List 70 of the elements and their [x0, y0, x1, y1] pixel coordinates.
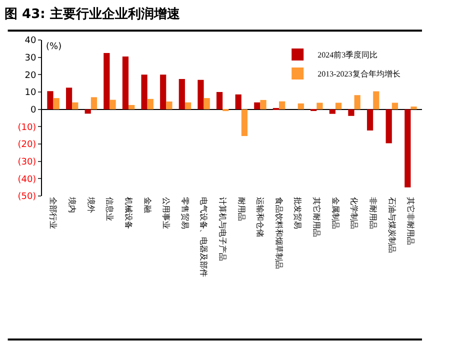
- x-tick-label: 耐用品: [236, 197, 246, 221]
- y-tick-label: (50): [18, 192, 36, 202]
- x-tick-label: 其它非耐用品: [406, 197, 416, 245]
- bar: [241, 109, 248, 136]
- bar: [53, 98, 60, 110]
- y-tick-label: (10): [18, 122, 36, 133]
- bar: [235, 94, 242, 110]
- y-tick-label: (20): [18, 140, 36, 150]
- x-tick-label: 境外: [86, 196, 96, 213]
- bar: [104, 53, 110, 110]
- bar: [316, 102, 323, 110]
- bar: [90, 97, 98, 110]
- x-tick-label: 批发贸易: [293, 197, 302, 229]
- bar: [72, 102, 78, 110]
- bar: [254, 102, 260, 110]
- x-tick-label: 石油与煤炭制品: [387, 197, 396, 253]
- bar: [373, 91, 380, 110]
- bar: [47, 91, 54, 110]
- y-tick-label: 20: [24, 70, 36, 81]
- bar: [184, 102, 192, 110]
- bar: [348, 109, 354, 116]
- bar: [178, 79, 185, 110]
- bar: [404, 109, 411, 188]
- bar: [279, 101, 286, 110]
- bar: [110, 100, 116, 110]
- bar: [160, 74, 166, 110]
- bar: [216, 92, 223, 110]
- annotation: (%): [46, 42, 62, 52]
- x-tick-label: 境内: [68, 196, 76, 213]
- bar: [298, 103, 304, 110]
- legend-label: 2024前3季度同比: [318, 50, 378, 60]
- y-tick-label: (40): [18, 174, 36, 185]
- x-tick-label: 电气设备、电器及部件: [199, 197, 208, 277]
- x-tick-label: 公用事业: [162, 197, 171, 229]
- x-tick-label: 其它耐用品: [312, 197, 322, 237]
- bar: [66, 88, 72, 110]
- bar: [122, 56, 129, 110]
- bar: [410, 106, 417, 110]
- bar: [366, 109, 374, 130]
- y-tick-label: 0: [30, 105, 36, 116]
- bar: [128, 105, 135, 110]
- bar: [260, 100, 266, 110]
- bar: [329, 109, 336, 114]
- bar: [335, 102, 342, 110]
- x-tick-label: 运输和仓储: [256, 197, 265, 237]
- bar: [198, 80, 204, 110]
- y-tick-label: 30: [24, 53, 36, 64]
- x-tick-label: 全部行业: [48, 197, 58, 229]
- bar: [392, 102, 398, 110]
- chart-title: 图 43: 主要行业企业利润增速: [4, 6, 181, 22]
- bar: [84, 109, 91, 114]
- y-tick-label: (30): [18, 157, 36, 168]
- bar: [386, 109, 392, 144]
- y-tick-label: 10: [24, 88, 36, 98]
- x-tick-label: 零售贸易: [180, 197, 190, 229]
- bar: [166, 102, 172, 110]
- x-tick-label: 金属制品: [330, 197, 340, 229]
- x-tick-label: 机械设备: [124, 197, 133, 229]
- bar: [354, 95, 360, 110]
- x-tick-label: 化学制品: [350, 197, 359, 229]
- legend-label: 2013-2023复合年均增长: [318, 70, 400, 79]
- bar: [147, 98, 154, 110]
- bar: [204, 98, 210, 110]
- x-tick-label: 计算机与电子产品: [218, 197, 227, 261]
- x-tick-label: 食品饮料和烟草制品: [274, 197, 284, 269]
- x-tick-label: 金融: [142, 197, 152, 213]
- bar: [141, 74, 148, 110]
- y-tick-label: 40: [24, 36, 36, 46]
- x-tick-label: 非耐用品: [368, 197, 378, 229]
- x-tick-label: 信息业: [105, 197, 114, 221]
